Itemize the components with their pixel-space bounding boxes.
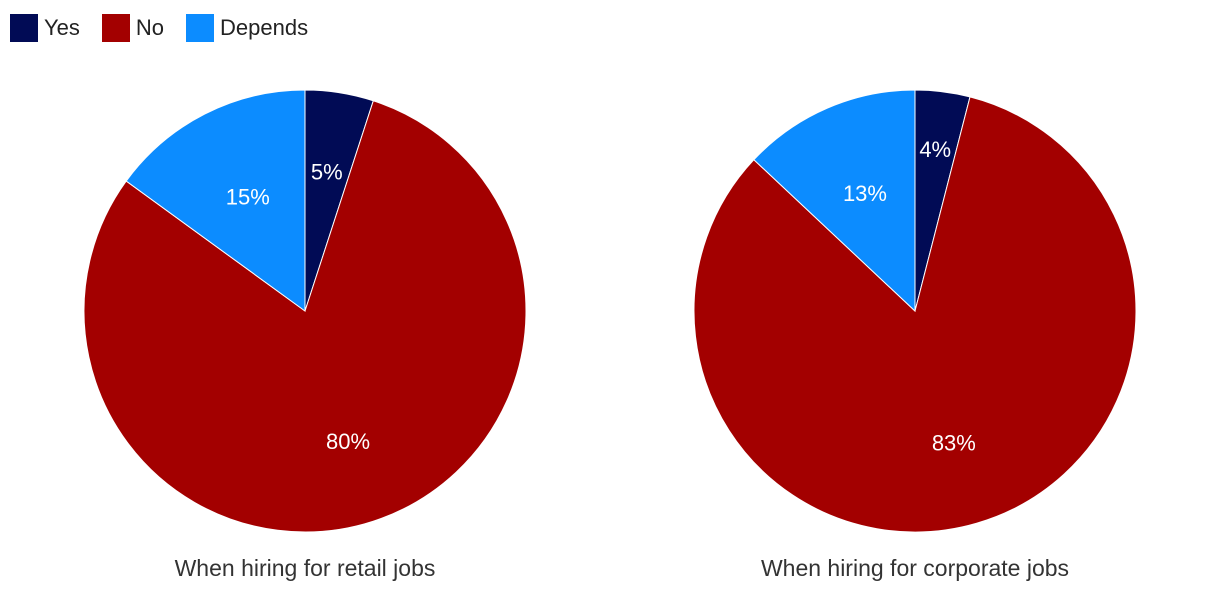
legend-label-depends: Depends [220, 15, 309, 40]
slice-label-no: 83% [932, 431, 976, 456]
legend-label-no: No [135, 15, 165, 40]
retail-pie-chart: 5% 80% 15% When hiring for retail jobs [83, 89, 527, 581]
slice-label-depends: 15% [226, 185, 270, 210]
slice-label-yes: 4% [919, 137, 951, 162]
pie-slice-depends [753, 89, 916, 313]
slice-label-depends: 13% [843, 181, 887, 206]
chart-caption: When hiring for retail jobs [175, 555, 436, 581]
legend-swatch-yes [10, 14, 38, 42]
chart-caption: When hiring for corporate jobs [761, 555, 1069, 581]
legend: Yes No Depends [10, 14, 330, 42]
legend-item-no: No [101, 14, 165, 42]
pie-slice-no [83, 100, 527, 533]
legend-swatch-no [101, 14, 130, 42]
legend-label-yes: Yes [44, 15, 80, 40]
legend-item-depends: Depends [186, 14, 308, 42]
pie-slice-depends [125, 89, 306, 312]
pie-slice-no [693, 96, 1137, 533]
slice-label-yes: 5% [311, 159, 343, 184]
corporate-pie-chart: 4% 83% 13% When hiring for corporate jobs [693, 89, 1137, 581]
legend-swatch-depends [186, 14, 215, 42]
legend-item-yes: Yes [10, 14, 80, 42]
slice-label-no: 80% [326, 429, 370, 454]
